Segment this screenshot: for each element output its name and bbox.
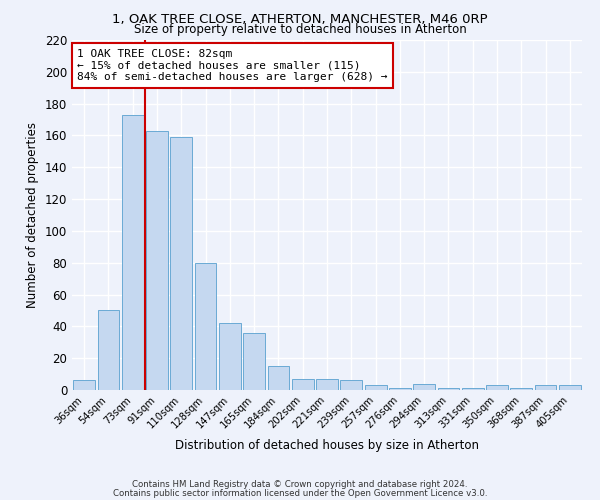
Bar [413, 384, 435, 390]
Text: Size of property relative to detached houses in Atherton: Size of property relative to detached ho… [134, 22, 466, 36]
Text: Contains public sector information licensed under the Open Government Licence v3: Contains public sector information licen… [113, 488, 487, 498]
Bar [462, 388, 484, 390]
Bar [122, 115, 143, 390]
Bar [219, 323, 241, 390]
X-axis label: Distribution of detached houses by size in Atherton: Distribution of detached houses by size … [175, 439, 479, 452]
Bar [340, 380, 362, 390]
Bar [365, 385, 386, 390]
Bar [535, 385, 556, 390]
Bar [389, 388, 411, 390]
Y-axis label: Number of detached properties: Number of detached properties [26, 122, 39, 308]
Bar [292, 379, 314, 390]
Bar [73, 380, 95, 390]
Text: 1, OAK TREE CLOSE, ATHERTON, MANCHESTER, M46 0RP: 1, OAK TREE CLOSE, ATHERTON, MANCHESTER,… [112, 12, 488, 26]
Bar [194, 262, 217, 390]
Text: Contains HM Land Registry data © Crown copyright and database right 2024.: Contains HM Land Registry data © Crown c… [132, 480, 468, 489]
Bar [146, 130, 168, 390]
Bar [243, 332, 265, 390]
Bar [268, 366, 289, 390]
Bar [316, 379, 338, 390]
Bar [437, 388, 460, 390]
Bar [97, 310, 119, 390]
Bar [486, 385, 508, 390]
Bar [511, 388, 532, 390]
Bar [170, 137, 192, 390]
Text: 1 OAK TREE CLOSE: 82sqm
← 15% of detached houses are smaller (115)
84% of semi-d: 1 OAK TREE CLOSE: 82sqm ← 15% of detache… [77, 49, 388, 82]
Bar [559, 385, 581, 390]
